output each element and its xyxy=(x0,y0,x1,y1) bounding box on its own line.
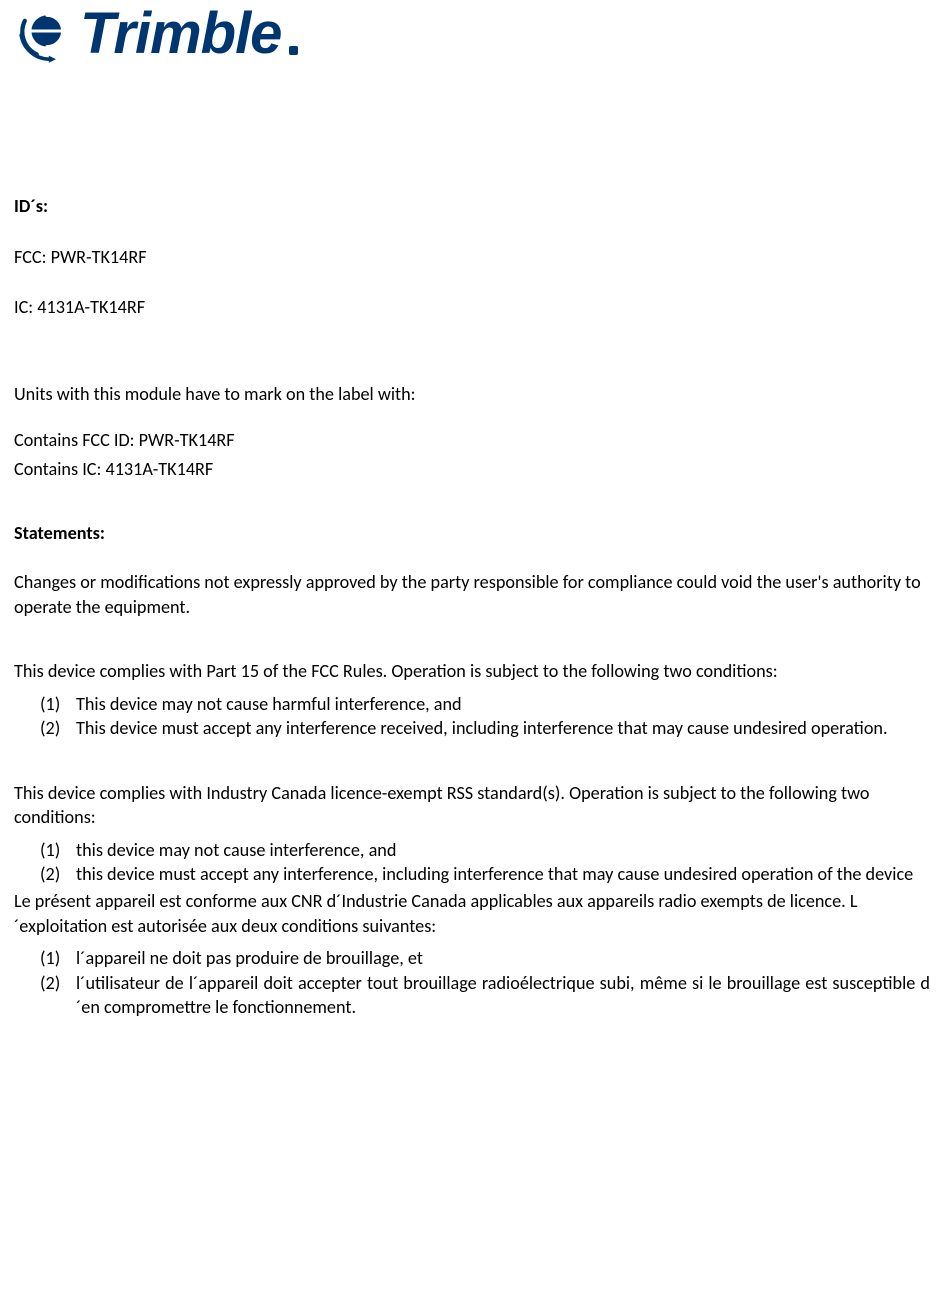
list-marker: (2) xyxy=(40,971,60,996)
ids-heading: ID´s: xyxy=(14,194,930,219)
fr-conditions-list: (1) l´appareil ne doit pas produire de b… xyxy=(14,946,930,1020)
fcc-conditions-list: (1) This device may not cause harmful in… xyxy=(14,692,930,741)
fcc-id-line: FCC: PWR-TK14RF xyxy=(14,245,930,270)
list-marker: (2) xyxy=(40,862,60,887)
list-item: (2) l´utilisateur de l´appareil doit acc… xyxy=(76,971,930,1020)
statements-heading: Statements: xyxy=(14,521,930,546)
ic-conditions-list: (1) this device may not cause interferen… xyxy=(14,838,930,887)
list-item-text: This device may not cause harmful interf… xyxy=(76,693,462,715)
list-item-text: l´appareil ne doit pas produire de broui… xyxy=(76,947,423,969)
list-item-text: this device may not cause interference, … xyxy=(76,839,396,861)
trimble-wordmark: Trimble xyxy=(80,5,281,63)
spacer xyxy=(14,64,930,194)
list-item: (1) this device may not cause interferen… xyxy=(76,838,930,863)
list-item: (1) This device may not cause harmful in… xyxy=(76,692,930,717)
ic-id-line: IC: 4131A-TK14RF xyxy=(14,295,930,320)
spacer xyxy=(14,481,930,521)
spacer xyxy=(14,619,930,659)
trimble-dot-icon xyxy=(289,46,298,55)
fcc-part15-intro: This device complies with Part 15 of the… xyxy=(14,659,930,684)
list-marker: (1) xyxy=(40,692,60,717)
list-item: (1) l´appareil ne doit pas produire de b… xyxy=(76,946,930,971)
list-item: (2) This device must accept any interfer… xyxy=(76,716,930,741)
list-item-text: this device must accept any interference… xyxy=(76,863,913,885)
labeling-intro: Units with this module have to mark on t… xyxy=(14,382,930,407)
ic-intro: This device complies with Industry Canad… xyxy=(14,781,930,830)
list-item: (2) this device must accept any interfer… xyxy=(76,862,930,887)
labeling-line-fcc: Contains FCC ID: PWR-TK14RF xyxy=(14,428,930,453)
spacer xyxy=(14,741,930,781)
list-marker: (1) xyxy=(40,946,60,971)
spacer xyxy=(14,360,930,382)
header-logo: Trimble xyxy=(14,0,930,64)
list-marker: (1) xyxy=(40,838,60,863)
list-item-text: This device must accept any interference… xyxy=(76,717,888,739)
fr-intro: Le présent appareil est conforme aux CNR… xyxy=(14,889,930,938)
list-marker: (2) xyxy=(40,716,60,741)
labeling-line-ic: Contains IC: 4131A-TK14RF xyxy=(14,457,930,482)
list-item-text: l´utilisateur de l´appareil doit accepte… xyxy=(76,972,930,1019)
trimble-globe-icon xyxy=(14,4,74,64)
trimble-logo: Trimble xyxy=(14,4,930,64)
spacer xyxy=(14,320,930,360)
modification-warning: Changes or modifications not expressly a… xyxy=(14,570,930,619)
